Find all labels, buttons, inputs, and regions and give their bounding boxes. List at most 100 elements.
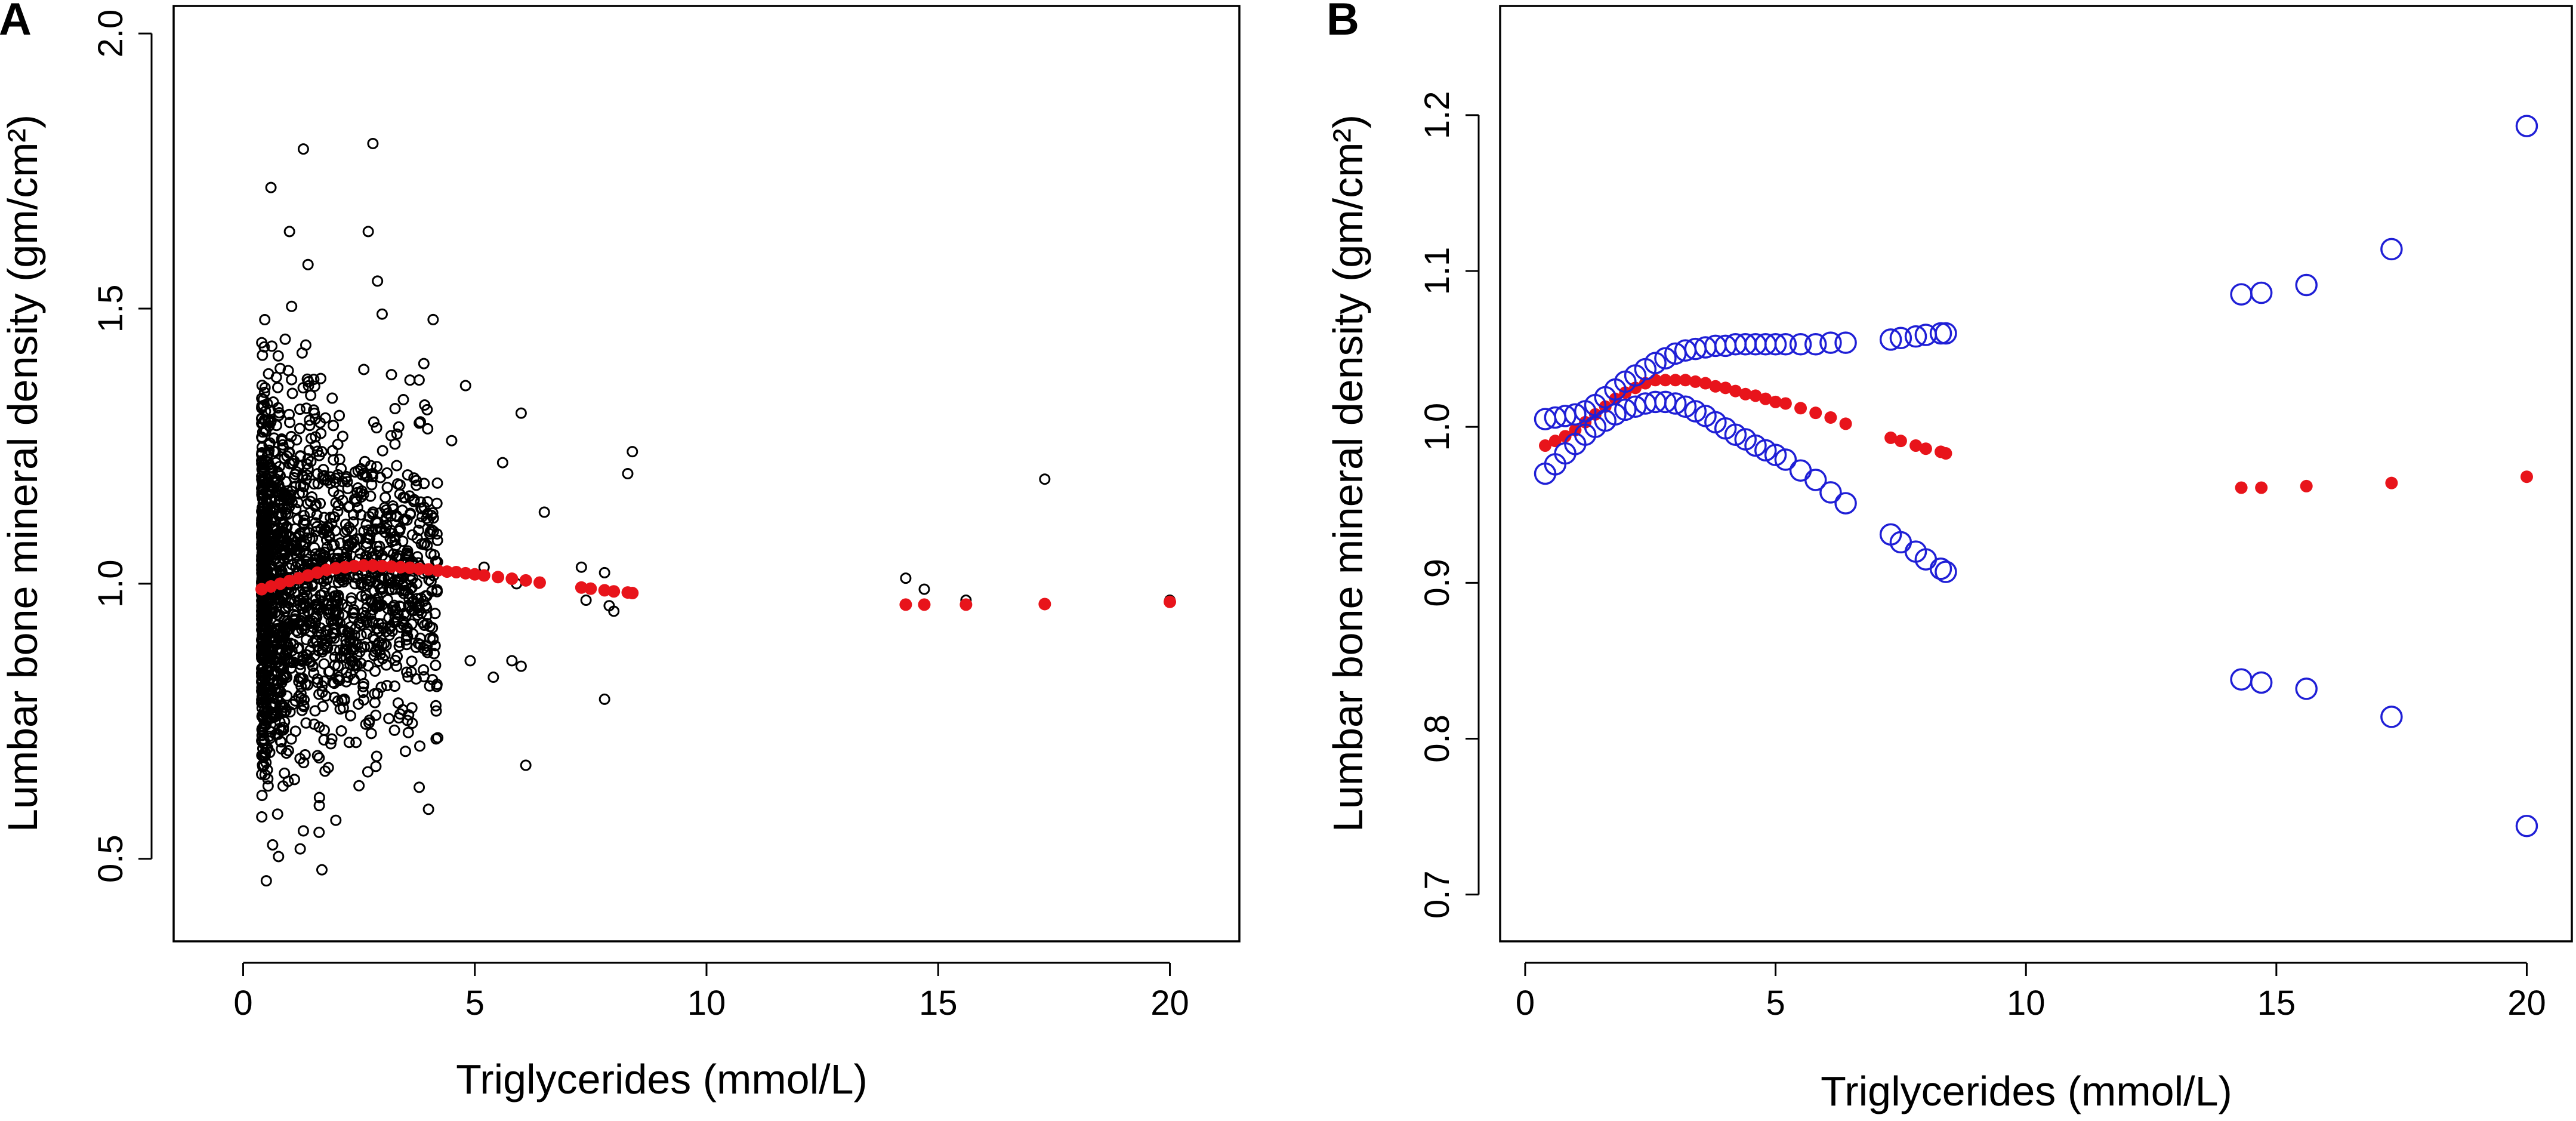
observation-point xyxy=(300,402,312,414)
observation-point xyxy=(279,333,291,345)
observation-point xyxy=(393,640,405,652)
observation-point xyxy=(283,501,295,513)
fit-point xyxy=(320,563,333,577)
observation-point xyxy=(353,780,365,792)
fit-point xyxy=(1679,374,1692,387)
observation-point xyxy=(411,601,423,613)
observation-point xyxy=(413,374,425,386)
fit-point xyxy=(1824,411,1837,424)
data-point xyxy=(1764,444,1787,466)
fit-point xyxy=(1709,380,1722,393)
fit-point xyxy=(1164,595,1177,608)
observation-point xyxy=(414,740,426,752)
observation-point xyxy=(362,766,374,778)
observation-point xyxy=(431,528,443,540)
data-point xyxy=(575,561,587,573)
data-point xyxy=(1834,492,1857,515)
fit-point xyxy=(477,569,490,582)
observation-point xyxy=(275,510,287,522)
observation-point xyxy=(258,652,270,664)
observation-point xyxy=(397,515,409,526)
observation-point xyxy=(303,376,314,388)
observation-point xyxy=(411,532,423,544)
observation-point xyxy=(257,572,269,584)
observation-point xyxy=(313,826,325,838)
observation-point xyxy=(310,525,322,537)
observation-point xyxy=(350,737,362,749)
observation-point xyxy=(424,680,436,692)
observation-point xyxy=(303,444,315,456)
observation-point xyxy=(272,467,284,479)
data-point xyxy=(1604,403,1627,426)
observation-point xyxy=(269,541,281,553)
observation-point xyxy=(427,674,439,686)
observation-point xyxy=(298,515,310,526)
panel-a-axes: 0 5 10 15 20 0.5 1.0 1.5 2.0 xyxy=(91,10,1189,1023)
data-point xyxy=(900,572,912,584)
observation-point xyxy=(408,494,420,506)
data-point xyxy=(414,781,425,793)
observation-point xyxy=(422,423,434,435)
fit-point xyxy=(575,581,588,594)
observation-point xyxy=(400,584,412,596)
data-point xyxy=(2250,671,2273,694)
observation-point xyxy=(387,601,399,613)
observation-point xyxy=(344,710,356,722)
observation-point xyxy=(305,455,317,467)
observation-point xyxy=(341,476,353,488)
panel-a-series-smooth-fit xyxy=(255,559,1177,611)
observation-point xyxy=(334,652,346,664)
observation-point xyxy=(311,673,323,685)
observation-point xyxy=(374,523,386,535)
panel-a-marks xyxy=(255,137,1177,887)
data-point xyxy=(1744,434,1767,457)
observation-point xyxy=(296,623,308,635)
data-point xyxy=(1644,352,1667,374)
observation-point xyxy=(260,664,272,676)
fit-point xyxy=(450,565,463,578)
observation-point xyxy=(305,389,317,401)
observation-point xyxy=(297,597,309,609)
observation-point xyxy=(430,705,442,717)
observation-point xyxy=(373,546,385,558)
fit-point xyxy=(1669,374,1682,387)
data-point xyxy=(2515,115,2538,137)
observation-point xyxy=(281,521,293,532)
data-point xyxy=(538,506,550,518)
observation-point xyxy=(272,728,284,740)
data-point xyxy=(265,181,277,193)
observation-point xyxy=(256,550,268,562)
observation-point xyxy=(384,629,396,641)
observation-point xyxy=(390,551,402,563)
observation-point xyxy=(403,709,415,721)
panel-a-y-axis-title: Lumbar bone mineral density (gm/cm²) xyxy=(0,115,46,832)
data-point xyxy=(2295,677,2318,700)
observation-point xyxy=(290,503,302,515)
observation-point xyxy=(326,392,338,404)
observation-point xyxy=(260,627,272,639)
observation-point xyxy=(399,746,411,757)
fit-point xyxy=(2300,479,2313,492)
observation-point xyxy=(415,496,427,508)
observation-point xyxy=(376,587,388,599)
fit-point xyxy=(1038,598,1051,611)
fit-point xyxy=(2255,481,2268,494)
observation-point xyxy=(421,404,433,415)
observation-point xyxy=(323,666,335,677)
data-point xyxy=(488,672,499,683)
observation-point xyxy=(272,402,284,414)
observation-point xyxy=(257,675,269,686)
observation-point xyxy=(410,641,422,653)
observation-point xyxy=(281,690,293,702)
data-point xyxy=(1039,473,1051,485)
observation-point xyxy=(273,409,285,421)
observation-point xyxy=(256,735,268,747)
observation-point xyxy=(301,469,313,481)
observation-point xyxy=(259,382,271,394)
observation-point xyxy=(299,749,311,761)
observation-point xyxy=(280,705,292,717)
observation-point xyxy=(308,542,320,554)
observation-point xyxy=(295,688,307,700)
data-point xyxy=(418,358,430,369)
observation-point xyxy=(431,477,443,489)
